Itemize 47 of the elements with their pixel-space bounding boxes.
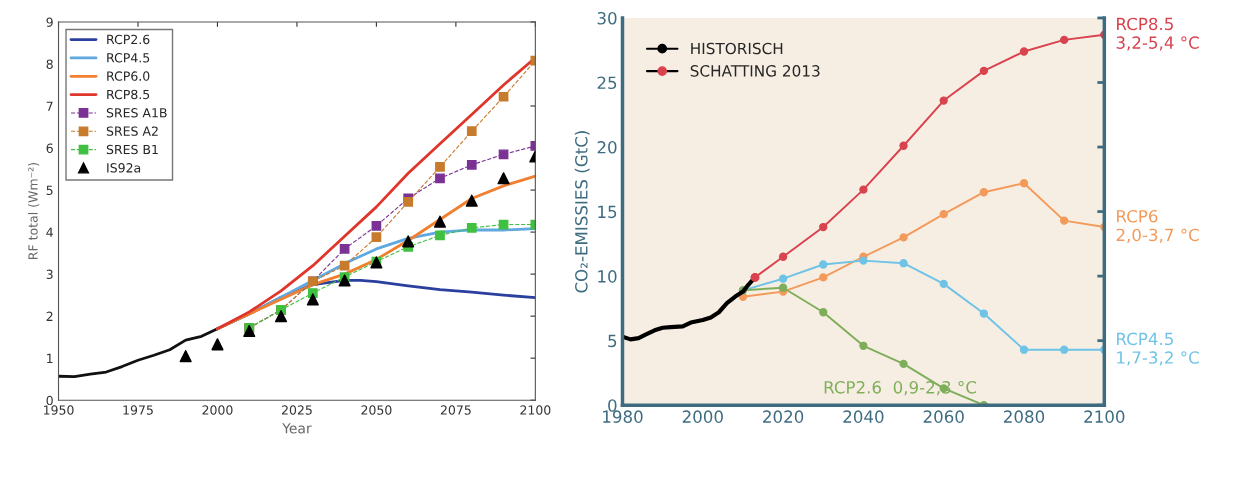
x-tick-label: 2040 xyxy=(843,410,884,423)
x-tick-label: 2080 xyxy=(1004,410,1045,423)
x-tick-label: 2000 xyxy=(202,405,233,415)
legend-label: SRES A1B xyxy=(106,108,167,118)
legend-label: RCP2.6 xyxy=(107,34,150,45)
y-tick-label: 7 xyxy=(46,101,53,111)
x-tick-label: 2020 xyxy=(763,410,804,423)
text: RCP4.5 1,7-3,2 °C xyxy=(1117,332,1199,366)
x-tick-label: 2025 xyxy=(281,405,312,415)
y-tick-label: 8 xyxy=(46,59,53,69)
y-tick-label: 4 xyxy=(46,227,53,237)
legend-label: RCP8.5 xyxy=(107,89,150,100)
y-axis-title: CO₂-EMISSIES (GtC) xyxy=(574,131,590,293)
y-tick-label: 5 xyxy=(608,334,617,348)
y-tick-label: 6 xyxy=(46,143,53,153)
legend-label: SCHATTING 2013 xyxy=(690,65,820,77)
y-tick-label: 30 xyxy=(597,11,617,25)
x-tick-label: 1950 xyxy=(43,405,74,415)
y-tick-label: 25 xyxy=(597,76,617,90)
x-tick-label: 1980 xyxy=(603,410,643,423)
legend-label: RCP6.0 xyxy=(107,71,150,81)
y-tick-label: 9 xyxy=(46,17,53,27)
y-tick-label: 20 xyxy=(597,141,617,154)
text: RCP8.5 3,2-5,4 °C xyxy=(1116,17,1199,51)
y-tick-label: 3 xyxy=(46,269,53,280)
y-tick-label: 0 xyxy=(608,399,617,412)
y-tick-label: 10 xyxy=(598,270,617,283)
y-tick-label: 5 xyxy=(46,185,53,195)
y-tick-label: 2 xyxy=(46,311,53,321)
x-tick-label: 2100 xyxy=(1084,410,1125,423)
x-tick-label: 2075 xyxy=(440,405,471,415)
legend-label: RCP4.5 xyxy=(107,53,150,63)
x-axis-title: Year xyxy=(282,423,312,434)
x-tick-label: 2100 xyxy=(520,405,551,415)
text: RCP6 2,0-3,7 °C xyxy=(1116,209,1199,243)
y-tick-label: 1 xyxy=(47,353,53,363)
y-axis-title: RF total (Wm⁻²) xyxy=(28,163,40,259)
y-tick-label: 0 xyxy=(46,395,53,406)
y-tick-label: 15 xyxy=(598,205,617,219)
legend-label: HISTORISCH xyxy=(691,42,783,55)
legend-label: SRES A2 xyxy=(106,126,158,136)
legend-label: SRES B1 xyxy=(106,144,158,155)
legend-label: IS92a xyxy=(107,163,141,173)
x-tick-label: 2060 xyxy=(923,410,964,423)
x-tick-label: 2050 xyxy=(361,405,392,415)
x-tick-label: 2000 xyxy=(682,410,723,423)
x-tick-label: 1975 xyxy=(123,405,153,415)
